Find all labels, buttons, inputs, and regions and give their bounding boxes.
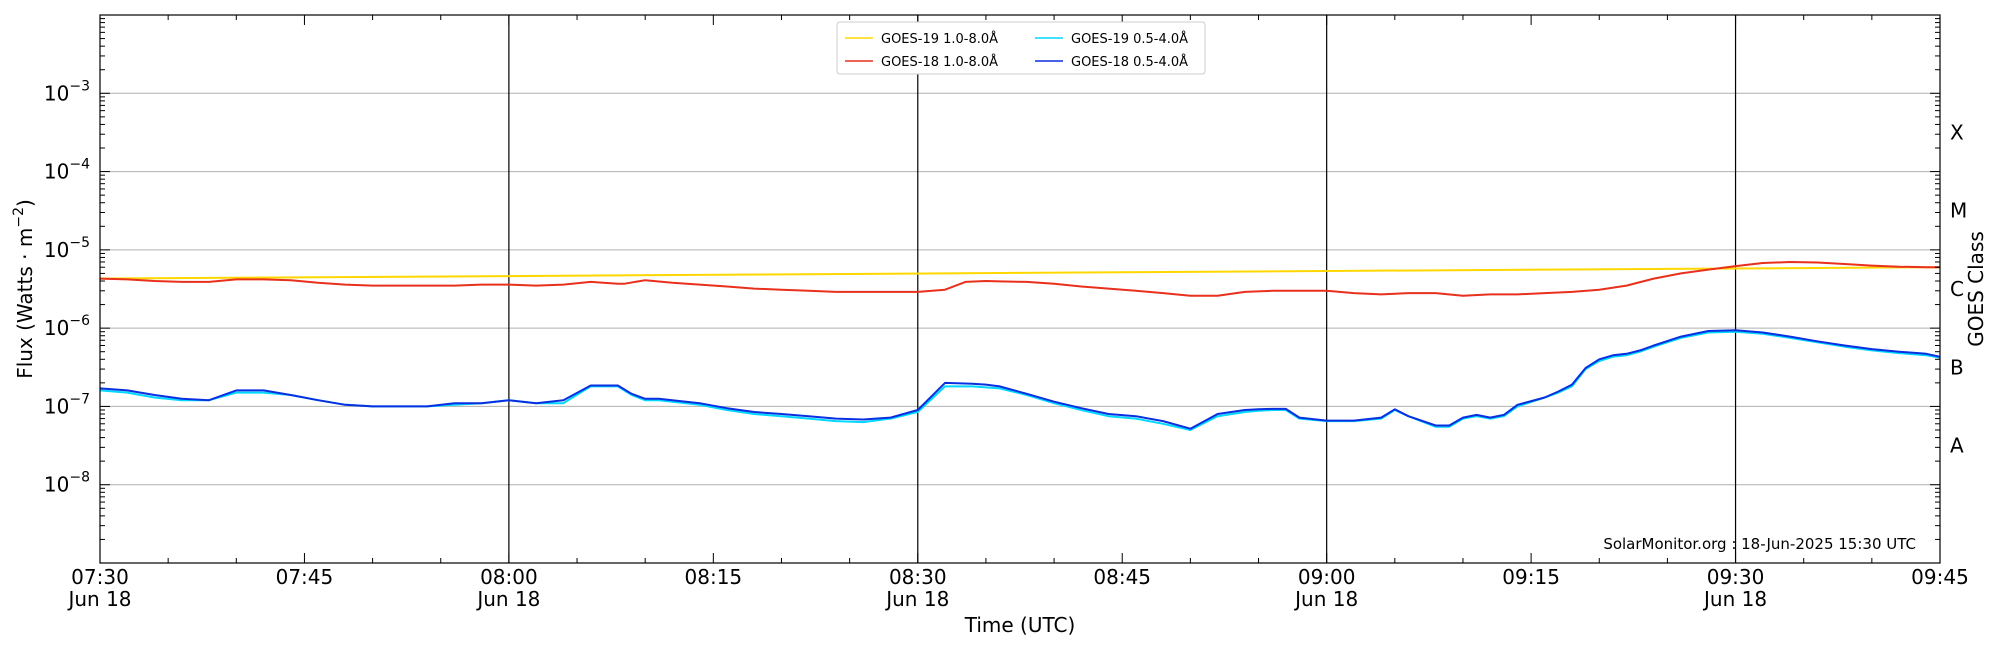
y-tick-base: 10 <box>44 160 69 184</box>
x-tick-label: 07:30 <box>71 565 129 589</box>
x-tick-date-label: Jun 18 <box>66 587 131 611</box>
y-tick-label: 10−3 <box>44 78 90 105</box>
x-tick-label: 08:15 <box>685 565 743 589</box>
legend-box <box>836 21 1206 75</box>
goes-class-label: B <box>1950 355 1964 379</box>
y-tick-base: 10 <box>44 316 69 340</box>
y-tick-label: 10−5 <box>44 235 90 262</box>
y-tick-label: 10−6 <box>44 313 90 340</box>
x-tick-date-label: Jun 18 <box>475 587 540 611</box>
x-tick-label: 08:45 <box>1093 565 1151 589</box>
series-line <box>99 261 1940 297</box>
y-tick-exponent: −8 <box>69 470 90 486</box>
x-tick-label: 09:15 <box>1502 565 1560 589</box>
goes-class-label: X <box>1950 120 1964 144</box>
legend-entry-label: GOES-18 0.5-4.0Å <box>1071 54 1188 70</box>
y-tick-base: 10 <box>44 473 69 497</box>
goes-class-label: C <box>1950 277 1964 301</box>
y-tick-exponent: −4 <box>69 157 90 173</box>
plot-frame <box>99 14 1941 564</box>
day-marker-lines <box>508 15 1737 563</box>
flux-series <box>99 261 1941 431</box>
y-tick-base: 10 <box>44 394 69 418</box>
x-tick-date-label: Jun 18 <box>1702 587 1767 611</box>
y-tick-exponent: −6 <box>69 313 90 329</box>
legend: GOES-19 1.0-8.0Å GOES-18 1.0-8.0Å GOES-19 … <box>836 21 1206 75</box>
series-line <box>99 266 1941 280</box>
x-tick-label: 07:45 <box>276 565 334 589</box>
legend-entry-label: GOES-19 0.5-4.0Å <box>1071 31 1188 47</box>
x-tick-label: 08:00 <box>480 565 538 589</box>
goes-class-label: A <box>1950 434 1964 458</box>
goes-class-label: M <box>1950 199 1967 223</box>
credit-text: SolarMonitor.org : 18-Jun-2025 15:30 UTC <box>1603 535 1916 553</box>
y-tick-base: 10 <box>44 81 69 105</box>
y-tick-exponent: −7 <box>69 391 90 407</box>
x-tick-date-label: Jun 18 <box>884 587 949 611</box>
goes-class-axis-label: GOES Class <box>1964 231 1988 347</box>
x-tick-date-label: Jun 18 <box>1293 587 1358 611</box>
axis-ticks <box>99 15 1941 564</box>
y-tick-label: 10−8 <box>44 470 90 497</box>
y-tick-base: 10 <box>44 238 69 262</box>
series-line <box>99 329 1941 430</box>
y-tick-label: 10−7 <box>44 391 90 418</box>
legend-entry-label: GOES-18 1.0-8.0Å <box>881 54 998 70</box>
y-tick-label: 10−4 <box>44 157 90 184</box>
y-tick-exponent: −5 <box>69 235 90 251</box>
x-tick-label: 08:30 <box>889 565 947 589</box>
y-axis-label: Flux (Watts · m−2) <box>11 199 37 379</box>
x-axis-label: Time (UTC) <box>964 613 1076 637</box>
x-tick-label: 09:30 <box>1707 565 1765 589</box>
legend-entry-label: GOES-19 1.0-8.0Å <box>881 31 998 47</box>
y-tick-exponent: −3 <box>69 78 90 94</box>
x-tick-label: 09:45 <box>1911 565 1969 589</box>
x-tick-label: 09:00 <box>1298 565 1356 589</box>
